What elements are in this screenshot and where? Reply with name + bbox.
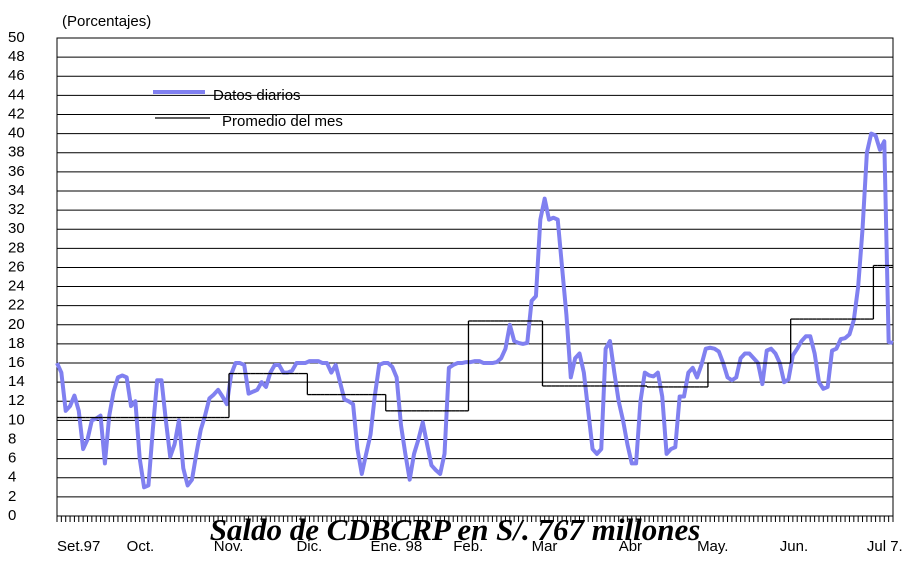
x-tick-label: Nov. (214, 538, 244, 555)
y-tick-label: 16 (8, 354, 25, 371)
y-tick-label: 38 (8, 144, 25, 161)
y-tick-label: 4 (8, 469, 16, 486)
x-tick-label: Ene. 98 (371, 538, 423, 555)
x-tick-label: May. (697, 538, 728, 555)
legend-label: Promedio del mes (222, 113, 343, 130)
y-tick-label: 50 (8, 29, 25, 46)
annotation: Saldo de CDBCRP en S/. 767 millones (210, 512, 701, 547)
x-tick-label: Dic. (296, 538, 322, 555)
x-tick-label: Oct. (127, 538, 155, 555)
x-tick-label: Set.97 (57, 538, 100, 555)
x-tick-label: Abr (619, 538, 642, 555)
y-tick-label: 28 (8, 239, 25, 256)
y-tick-label: 24 (8, 278, 25, 295)
x-tick-label: Jul 7. (867, 538, 903, 555)
y-tick-label: 2 (8, 488, 16, 505)
y-tick-label: 14 (8, 373, 25, 390)
y-tick-label: 12 (8, 392, 25, 409)
subtitle: (Porcentajes) (62, 13, 151, 30)
y-tick-label: 6 (8, 450, 16, 467)
y-tick-label: 22 (8, 297, 25, 314)
y-tick-label: 34 (8, 182, 25, 199)
legend-label: Datos diarios (213, 87, 301, 104)
y-tick-label: 36 (8, 163, 25, 180)
x-tick-label: Jun. (780, 538, 808, 555)
y-tick-label: 8 (8, 430, 16, 447)
daily-line (55, 131, 894, 490)
y-tick-label: 48 (8, 48, 25, 65)
y-tick-label: 40 (8, 125, 25, 142)
y-tick-label: 42 (8, 105, 25, 122)
y-tick-label: 46 (8, 67, 25, 84)
y-tick-label: 20 (8, 316, 25, 333)
y-tick-label: 0 (8, 507, 16, 524)
y-tick-label: 32 (8, 201, 25, 218)
average-line (57, 264, 893, 419)
y-tick-label: 18 (8, 335, 25, 352)
y-tick-label: 44 (8, 86, 25, 103)
x-tick-label: Mar (532, 538, 558, 555)
x-tick-label: Feb. (453, 538, 483, 555)
y-tick-label: 10 (8, 411, 25, 428)
y-tick-label: 26 (8, 258, 25, 275)
y-tick-label: 30 (8, 220, 25, 237)
